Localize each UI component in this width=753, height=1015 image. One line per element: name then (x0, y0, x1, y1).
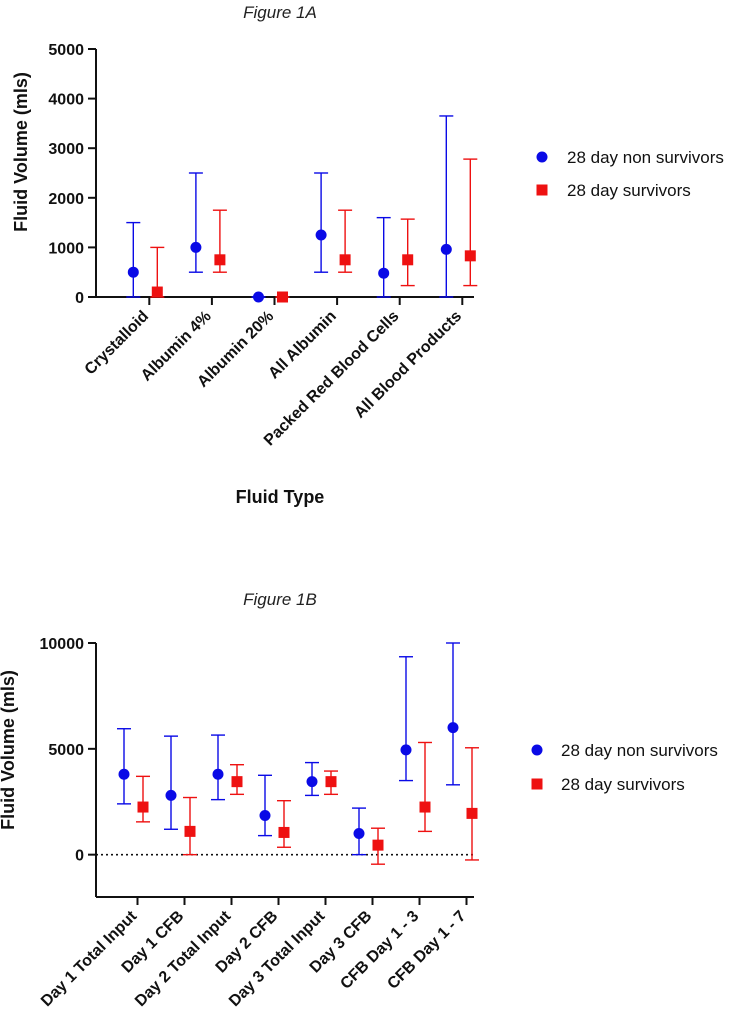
data-point-square (137, 801, 149, 813)
y-tick-label: 0 (75, 848, 84, 865)
legend-marker-circle (531, 744, 543, 756)
data-point-circle (118, 768, 130, 780)
non-survivors-point-group (164, 735, 178, 830)
data-point-square (372, 839, 384, 851)
figure-1a: Figure 1A Fluid Volume (mls) 0 1000 2000 30… (11, 3, 724, 507)
figure-1b-title: Figure 1B (243, 590, 317, 609)
figure-1a-x-axis-label: Fluid Type (236, 487, 325, 507)
data-point-circle (315, 229, 327, 241)
data-point-square (419, 801, 431, 813)
survivors-point-group (150, 246, 165, 298)
non-survivors-point-group (188, 172, 203, 273)
non-survivors-point-group (446, 642, 460, 786)
survivors-point-group (465, 747, 479, 861)
data-point-circle (165, 789, 177, 801)
non-survivors-point-group (439, 115, 454, 298)
legend-marker-circle (536, 151, 548, 163)
legend-marker-square (531, 778, 543, 790)
non-survivors-point-group (126, 221, 141, 298)
non-survivors-point-group (399, 656, 413, 782)
non-survivors-point-group (117, 728, 131, 805)
survivors-point-group (324, 770, 338, 796)
x-tick-label: All Blood Products (351, 308, 465, 422)
figure-1a-marks (126, 115, 478, 303)
figure-1b-legend-survivors: 28 day survivors (561, 775, 685, 794)
y-tick-label: 3000 (48, 141, 84, 158)
figure-1b-legend-non-survivors: 28 day non survivors (561, 741, 718, 760)
figure-1b-y-axis-label: Fluid Volume (mls) (0, 670, 18, 830)
data-point-circle (353, 828, 365, 839)
data-point-square (214, 254, 226, 266)
survivors-point-group (230, 764, 244, 796)
non-survivors-point-group (314, 172, 329, 273)
figure-1b-legend: 28 day non survivors 28 day survivors (531, 741, 718, 794)
survivors-point-group (136, 775, 150, 823)
data-point-circle (378, 267, 390, 279)
non-survivors-point-group (352, 807, 366, 856)
data-point-circle (400, 744, 412, 756)
survivors-point-group (371, 827, 385, 865)
non-survivors-point-group (251, 291, 266, 303)
survivors-point-group (400, 218, 415, 287)
figure-1a-title: Figure 1A (243, 3, 317, 22)
figure-1b-marks (117, 642, 479, 865)
data-point-circle (190, 241, 202, 253)
data-point-circle (306, 776, 318, 788)
survivors-point-group (418, 741, 432, 833)
data-point-square (402, 254, 414, 266)
data-point-square (466, 807, 478, 819)
survivors-point-group (463, 158, 478, 287)
data-point-circle (253, 291, 264, 303)
figure-1a-y-axis-label: Fluid Volume (mls) (11, 72, 31, 232)
data-point-square (231, 776, 243, 788)
y-tick-label: 2000 (48, 191, 84, 208)
y-tick-label: 10000 (40, 636, 85, 653)
non-survivors-point-group (305, 761, 319, 797)
data-point-square (464, 250, 476, 262)
legend-marker-square (536, 184, 548, 196)
data-point-circle (127, 266, 139, 278)
data-point-circle (440, 243, 452, 255)
y-tick-label: 1000 (48, 240, 84, 257)
y-tick-label: 5000 (48, 42, 84, 59)
figure-1a-legend: 28 day non survivors 28 day survivors (536, 148, 724, 200)
survivors-point-group (338, 209, 353, 273)
survivors-point-group (275, 291, 290, 303)
data-point-square (151, 286, 163, 298)
data-point-square (278, 826, 290, 838)
data-point-square (339, 254, 351, 266)
y-tick-label: 4000 (48, 92, 84, 109)
y-tick-label: 5000 (48, 742, 84, 759)
survivors-point-group (183, 796, 197, 856)
figure-1a-legend-survivors: 28 day survivors (567, 181, 691, 200)
survivors-point-group (277, 799, 291, 848)
non-survivors-point-group (258, 774, 272, 837)
data-point-square (184, 825, 196, 837)
data-point-square (277, 291, 288, 303)
data-point-circle (447, 722, 459, 734)
non-survivors-point-group (376, 216, 391, 298)
data-point-circle (259, 810, 271, 822)
figure-1b: Figure 1B Fluid Volume (mls) 0500010000 … (0, 590, 718, 1010)
survivors-point-group (212, 209, 227, 273)
data-point-circle (212, 768, 224, 780)
figure-1b-y-ticks: 0 5000 10000 (40, 636, 96, 865)
data-point-square (325, 776, 337, 788)
non-survivors-point-group (211, 734, 225, 801)
figure-1a-legend-non-survivors: 28 day non survivors (567, 148, 724, 167)
figure-1a-y-ticks: 0 1000 2000 3000 4000 5000 (48, 42, 96, 307)
y-tick-label: 0 (75, 290, 84, 307)
